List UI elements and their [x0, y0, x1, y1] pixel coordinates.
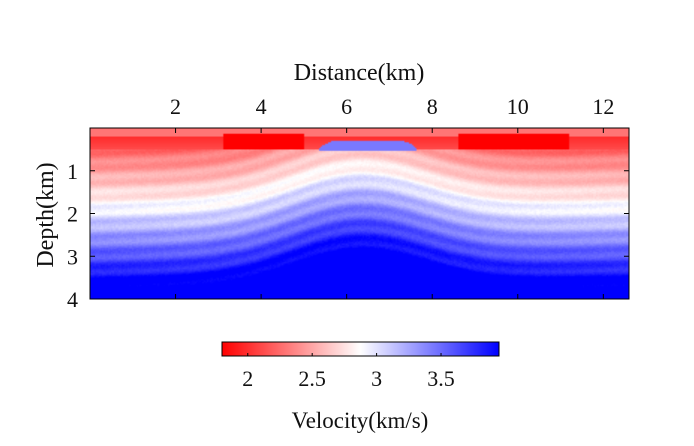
colorbar: 2 2.5 3 3.5 Velocity(km/s)	[221, 341, 500, 433]
x-tick-label: 10	[507, 94, 529, 119]
colorbar-tick-label: 3.5	[427, 366, 455, 391]
colorbar-ticks: 2 2.5 3 3.5	[242, 353, 455, 391]
y-axis-title: Depth(km)	[33, 162, 59, 267]
velocity-heatmap	[90, 128, 629, 299]
x-tick-label: 8	[427, 94, 438, 119]
colorbar-gradient	[221, 341, 500, 357]
y-axis: 1 2 3 4	[67, 159, 629, 312]
y-tick-label: 3	[67, 244, 78, 269]
colorbar-tick-label: 2.5	[298, 366, 326, 391]
x-axis-title: Distance(km)	[294, 60, 425, 86]
x-tick-label: 6	[341, 94, 352, 119]
x-tick-label: 4	[256, 94, 267, 119]
colorbar-label: Velocity(km/s)	[292, 408, 429, 433]
y-tick-label: 4	[67, 287, 78, 312]
colorbar-tick-label: 3	[371, 366, 382, 391]
heatmap-raster	[90, 128, 629, 299]
y-tick-label: 2	[67, 202, 78, 227]
x-tick-label: 12	[592, 94, 614, 119]
colorbar-tick-label: 2	[242, 366, 253, 391]
y-tick-label: 1	[67, 159, 78, 184]
x-tick-label: 2	[170, 94, 181, 119]
x-axis: 2 4 6 8 10 12	[170, 94, 614, 299]
